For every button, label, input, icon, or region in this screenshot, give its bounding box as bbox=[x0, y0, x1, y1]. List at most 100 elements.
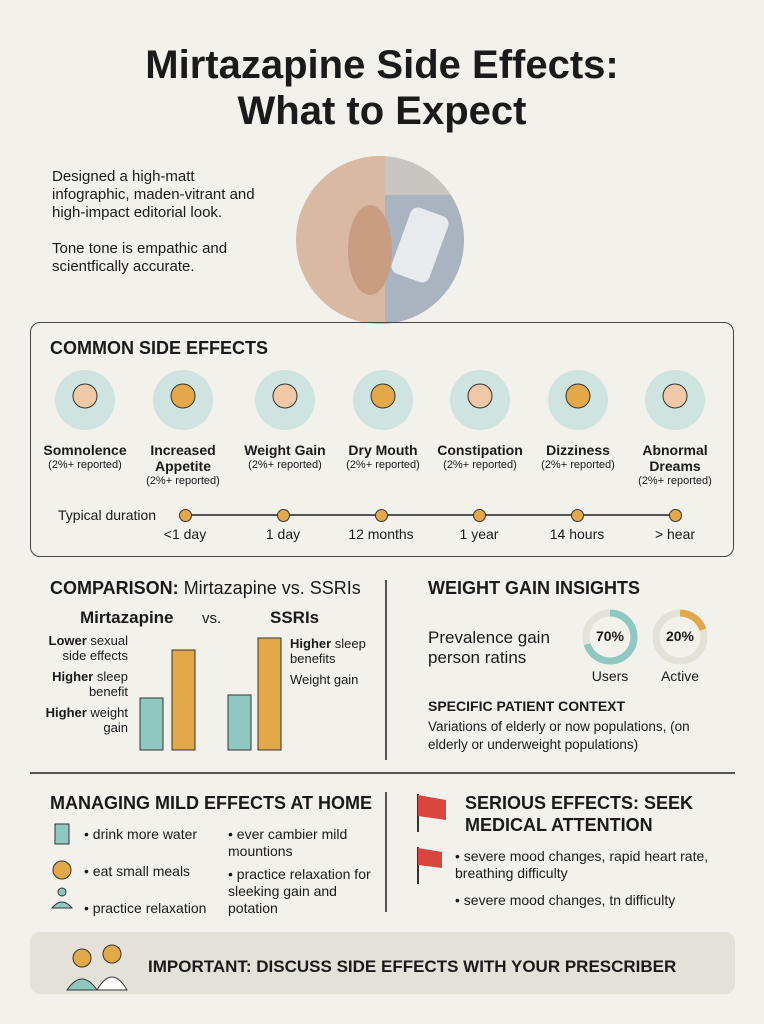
timeline-dot bbox=[473, 509, 486, 522]
footer-icon bbox=[66, 944, 128, 991]
effect-name: Dry Mouth bbox=[348, 442, 418, 458]
list-item: ever cambier mild mountions bbox=[228, 826, 373, 860]
effect: Dry Mouth (2%+ reported) bbox=[328, 442, 438, 473]
icon-fg bbox=[662, 383, 688, 409]
duration: 1 year bbox=[459, 526, 499, 542]
effect-note: (2%+ reported) bbox=[541, 459, 615, 471]
donut-label: 70% bbox=[595, 628, 625, 644]
note: Higher sleep benefit bbox=[40, 669, 128, 699]
note-bold: Lower bbox=[48, 633, 87, 648]
duration: <1 day bbox=[163, 526, 207, 542]
timeline-dot bbox=[669, 509, 682, 522]
duration: > hear bbox=[654, 526, 696, 542]
effect-note: (2%+ reported) bbox=[48, 459, 122, 471]
effect-name: Somnolence bbox=[43, 442, 127, 458]
icon-fg bbox=[170, 383, 196, 409]
managing-col: ever cambier mild mountions practice rela… bbox=[228, 826, 373, 923]
timeline bbox=[185, 514, 675, 516]
donut-arc bbox=[652, 609, 708, 665]
intro-text: Designed a high-matt infographic, maden-… bbox=[52, 168, 255, 221]
context-title: SPECIFIC PATIENT CONTEXT bbox=[428, 698, 626, 714]
note-bold: Higher bbox=[52, 669, 94, 684]
context-text: Variations of elderly or now populations… bbox=[428, 719, 690, 752]
effect-icon bbox=[153, 370, 213, 430]
effect: Increased Appetite (2%+ reported) bbox=[128, 442, 238, 489]
effect-icon bbox=[548, 370, 608, 430]
donut-caption: Users bbox=[591, 668, 629, 684]
list-item: severe mood changes, tn difficulty bbox=[455, 892, 725, 909]
divider bbox=[30, 772, 735, 774]
timeline-dot bbox=[277, 509, 290, 522]
left-notes: Lower sexual side effects Higher sleep be… bbox=[40, 633, 128, 741]
donut-arc bbox=[582, 609, 638, 665]
effect-name: Increased Appetite bbox=[150, 442, 216, 474]
serious-list: severe mood changes, rapid heart rate, b… bbox=[455, 848, 725, 919]
note: Lower sexual side effects bbox=[40, 633, 129, 663]
icon-fg bbox=[467, 383, 493, 409]
flags bbox=[417, 794, 446, 884]
timeline-dot bbox=[571, 509, 584, 522]
note-text: Weight gain bbox=[290, 672, 359, 687]
note-bold: Higher bbox=[290, 636, 332, 651]
effect-name: Weight Gain bbox=[244, 442, 326, 458]
duration: 14 hours bbox=[549, 526, 605, 542]
title-rest: Mirtazapine vs. SSRIs bbox=[183, 578, 361, 598]
donut bbox=[652, 609, 708, 665]
intro: Designed a high-matt infographic, maden-… bbox=[52, 168, 267, 276]
list-item: eat small meals bbox=[84, 863, 224, 880]
divider bbox=[385, 580, 387, 760]
section-title: WEIGHT GAIN INSIGHTS bbox=[428, 578, 641, 598]
right-notes: Higher sleep benefits Weight gain bbox=[290, 636, 370, 693]
title-bold: COMPARISON: bbox=[50, 578, 179, 598]
comparison-title: COMPARISON: Mirtazapine vs. SSRIs bbox=[50, 578, 361, 599]
donut-label: 20% bbox=[665, 628, 695, 644]
note: Higher weight gain bbox=[40, 705, 128, 735]
note-text: weight gain bbox=[90, 705, 128, 735]
effect-note: (2%+ reported) bbox=[638, 475, 712, 487]
effect-name: Abnormal Dreams bbox=[642, 442, 708, 474]
effect-note: (2%+ reported) bbox=[346, 459, 420, 471]
icon-fg bbox=[272, 383, 298, 409]
duration: 1 day bbox=[265, 526, 301, 542]
donut bbox=[582, 609, 638, 665]
timeline-dot bbox=[179, 509, 192, 522]
compare-left: Mirtazapine bbox=[80, 608, 174, 627]
managing-col: drink more water eat small meals practice … bbox=[84, 826, 224, 937]
note: Weight gain bbox=[290, 672, 370, 687]
duration: 12 months bbox=[348, 526, 414, 542]
managing-icons bbox=[50, 823, 74, 909]
note: Higher sleep benefits bbox=[290, 636, 370, 666]
compare-bars bbox=[139, 637, 282, 751]
title-line: Mirtazapine Side Effects: bbox=[145, 43, 619, 87]
note-text: sleep benefits bbox=[290, 636, 366, 666]
note-text: sexual side effects bbox=[62, 633, 128, 663]
photo bbox=[296, 156, 464, 324]
title-line: What to Expect bbox=[237, 89, 527, 133]
effect-note: (2%+ reported) bbox=[146, 475, 220, 487]
donut-caption: Active bbox=[660, 668, 700, 684]
title: Mirtazapine Side Effects: What to Expect bbox=[0, 42, 764, 134]
effect-name: Constipation bbox=[437, 442, 523, 458]
effect: Constipation (2%+ reported) bbox=[425, 442, 535, 473]
effect-note: (2%+ reported) bbox=[443, 459, 517, 471]
footer-text: IMPORTANT: DISCUSS SIDE EFFECTS WITH YOU… bbox=[148, 957, 677, 976]
section-title: COMMON SIDE EFFECTS bbox=[50, 338, 269, 358]
compare-right: SSRIs bbox=[270, 608, 320, 627]
list-item: drink more water bbox=[84, 826, 224, 843]
list-item: severe mood changes, rapid heart rate, b… bbox=[455, 848, 725, 882]
common-box bbox=[30, 322, 734, 557]
intro-text: Tone tone is empathic and scientfically … bbox=[52, 240, 228, 275]
effect-icon bbox=[255, 370, 315, 430]
note-bold: Higher bbox=[45, 705, 87, 720]
timeline-dot bbox=[375, 509, 388, 522]
compare-vs: vs. bbox=[202, 610, 222, 627]
effect-name: Dizziness bbox=[546, 442, 610, 458]
list-item: practice relaxation bbox=[84, 900, 224, 917]
duration-label: Typical duration bbox=[58, 507, 157, 523]
effect-note: (2%+ reported) bbox=[248, 459, 322, 471]
effect-icon bbox=[55, 370, 115, 430]
list-item: practice relaxation for sleeking gain an… bbox=[228, 866, 373, 917]
effect-icon bbox=[645, 370, 705, 430]
divider bbox=[385, 792, 387, 912]
